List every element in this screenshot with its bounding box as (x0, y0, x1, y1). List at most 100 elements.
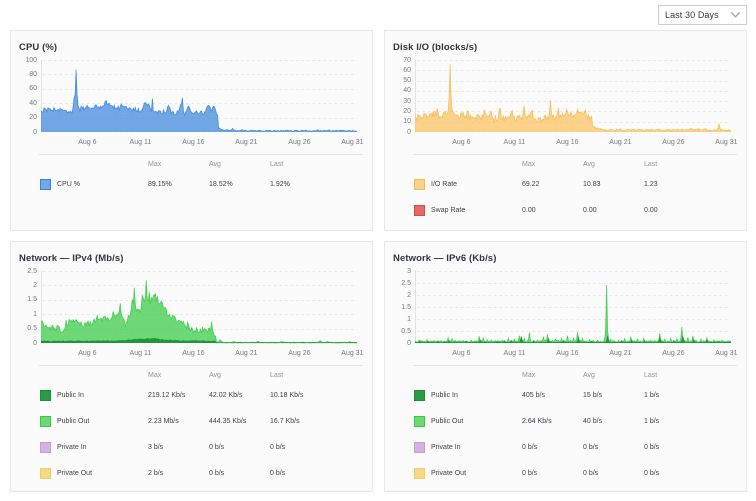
chart-plot-network-ipv6 (414, 271, 732, 344)
chart-plot-cpu (40, 60, 358, 132)
legend-header-max: Max (148, 161, 162, 168)
y-tick-label: 70 (403, 56, 411, 64)
y-tick-label: 20 (403, 107, 411, 115)
x-tick-label: Aug 16 (182, 139, 205, 146)
legend-series-name: Private Out (57, 470, 93, 477)
legend-header-max: Max (148, 372, 162, 379)
legend-value-avg: 15 b/s (583, 392, 603, 399)
x-tick-label: Aug 31 (341, 139, 364, 146)
legend-swatch-icon (40, 390, 51, 401)
time-range-select[interactable]: Last 30 Days (658, 5, 747, 25)
y-tick-label: 80 (29, 70, 37, 78)
legend-divider (39, 154, 363, 155)
legend-series-name: Swap Rate (431, 207, 466, 214)
legend-swatch-icon (414, 416, 425, 427)
legend-row-public-out[interactable]: Public Out 2.23 Mb/s 444.35 Kb/s 16.7 Kb/s (11, 409, 372, 435)
legend-value-max: 3 b/s (148, 444, 164, 451)
line-series-public-in (40, 337, 358, 344)
legend-value-last: 1.23 (644, 181, 658, 188)
panel-cpu: CPU (%) 100 80 60 40 20 0 Aug 6 Aug 11 Aug 16 Aug… (10, 30, 373, 231)
y-tick-label: 0 (33, 128, 37, 136)
area-series-public-out (41, 280, 357, 343)
x-tick-label: Aug 16 (556, 350, 579, 357)
legend-series-name: I/O Rate (431, 181, 458, 188)
legend-value-avg: 10.83 (583, 181, 601, 188)
area-series-public-out (415, 284, 731, 343)
legend-header-row: Max Avg Last (11, 371, 372, 380)
legend-swatch-icon (414, 442, 425, 453)
panel-network-ipv6: Network — IPv6 (Kb/s) 3 2.5 2 1.5 1 0.5 0 Aug 6… (384, 241, 747, 492)
legend-value-avg: 444.35 Kb/s (209, 418, 247, 425)
legend-series-name: Public Out (57, 418, 90, 425)
legend-swatch-icon (414, 468, 425, 479)
x-tick-label: Aug 16 (556, 139, 579, 146)
y-tick-label: 60 (403, 66, 411, 74)
y-tick-label: 2 (407, 291, 411, 299)
y-tick-label: 0 (407, 128, 411, 136)
x-tick-label: Aug 26 (662, 139, 685, 146)
legend-row-cpu-[interactable]: CPU % 89.15% 18.52% 1.92% (11, 172, 372, 198)
x-tick-label: Aug 11 (503, 139, 526, 146)
y-tick-label: 50 (403, 77, 411, 85)
y-tick-label: 20 (29, 114, 37, 122)
legend-value-last: 0.00 (644, 207, 658, 214)
legend-row-i-o-rate[interactable]: I/O Rate 69.22 10.83 1.23 (385, 172, 746, 198)
y-tick-label: 10 (403, 118, 411, 126)
y-tick-label: 2 (33, 281, 37, 289)
legend-header-avg: Avg (209, 161, 221, 168)
legend-series-name: CPU % (57, 181, 80, 188)
x-tick-label: Aug 26 (288, 350, 311, 357)
legend-row-public-in[interactable]: Public In 405 b/s 15 b/s 1 b/s (385, 383, 746, 409)
legend-value-max: 405 b/s (522, 392, 545, 399)
y-tick-label: 0 (407, 339, 411, 347)
legend-divider (39, 365, 363, 366)
legend-series-name: Private Out (431, 470, 467, 477)
y-tick-label: 3 (407, 267, 411, 275)
legend-value-max: 0 b/s (522, 470, 538, 477)
legend-swatch-icon (40, 416, 51, 427)
x-tick-label: Aug 31 (715, 139, 738, 146)
y-tick-label: 0 (33, 339, 37, 347)
chevron-down-icon (726, 12, 744, 18)
legend-value-avg: 0 b/s (209, 444, 225, 451)
legend-value-last: 16.7 Kb/s (270, 418, 300, 425)
legend-value-last: 1 b/s (644, 418, 660, 425)
x-tick-label: Aug 26 (662, 350, 685, 357)
area-series-i-o-rate (415, 64, 731, 132)
x-tick-label: Aug 11 (503, 350, 526, 357)
y-tick-label: 2.5 (27, 267, 37, 275)
legend-value-last: 0 b/s (270, 470, 286, 477)
legend-series-name: Private In (57, 444, 87, 451)
legend-header-row: Max Avg Last (11, 160, 372, 169)
legend-row-private-in[interactable]: Private In 0 b/s 0 b/s 0 b/s (385, 435, 746, 461)
legend-value-max: 219.12 Kb/s (148, 392, 186, 399)
legend-row-private-out[interactable]: Private Out 2 b/s 0 b/s 0 b/s (11, 461, 372, 487)
legend-row-public-out[interactable]: Public Out 2.64 Kb/s 40 b/s 1 b/s (385, 409, 746, 435)
legend-header-avg: Avg (583, 161, 595, 168)
legend-header-last: Last (644, 372, 658, 379)
y-tick-label: 0.5 (27, 325, 37, 333)
chart-plot-disk-io (414, 60, 731, 132)
legend-series-name: Public In (57, 392, 84, 399)
x-tick-label: Aug 21 (235, 139, 258, 146)
area-series-public-in (41, 338, 357, 343)
legend-swatch-icon (414, 179, 425, 190)
legend-value-avg: 18.52% (209, 181, 233, 188)
legend-series-name: Private In (431, 444, 461, 451)
legend-divider (413, 154, 737, 155)
legend-row-private-out[interactable]: Private Out 0 b/s 0 b/s 0 b/s (385, 461, 746, 487)
x-tick-label: Aug 26 (288, 139, 311, 146)
legend-swatch-icon (414, 390, 425, 401)
x-tick-label: Aug 11 (129, 139, 152, 146)
chart-title-disk-io: Disk I/O (blocks/s) (393, 42, 478, 53)
y-tick-label: 1.5 (401, 303, 411, 311)
legend-row-swap-rate[interactable]: Swap Rate 0.00 0.00 0.00 (385, 198, 746, 224)
legend-row-public-in[interactable]: Public In 219.12 Kb/s 42.02 Kb/s 10.18 Kb/s (11, 383, 372, 409)
legend-value-max: 0.00 (522, 207, 536, 214)
legend-header-row: Max Avg Last (385, 371, 746, 380)
legend-header-max: Max (522, 161, 536, 168)
legend-value-avg: 0 b/s (583, 470, 599, 477)
x-tick-label: Aug 11 (129, 350, 152, 357)
x-tick-label: Aug 6 (452, 139, 471, 146)
legend-row-private-in[interactable]: Private In 3 b/s 0 b/s 0 b/s (11, 435, 372, 461)
